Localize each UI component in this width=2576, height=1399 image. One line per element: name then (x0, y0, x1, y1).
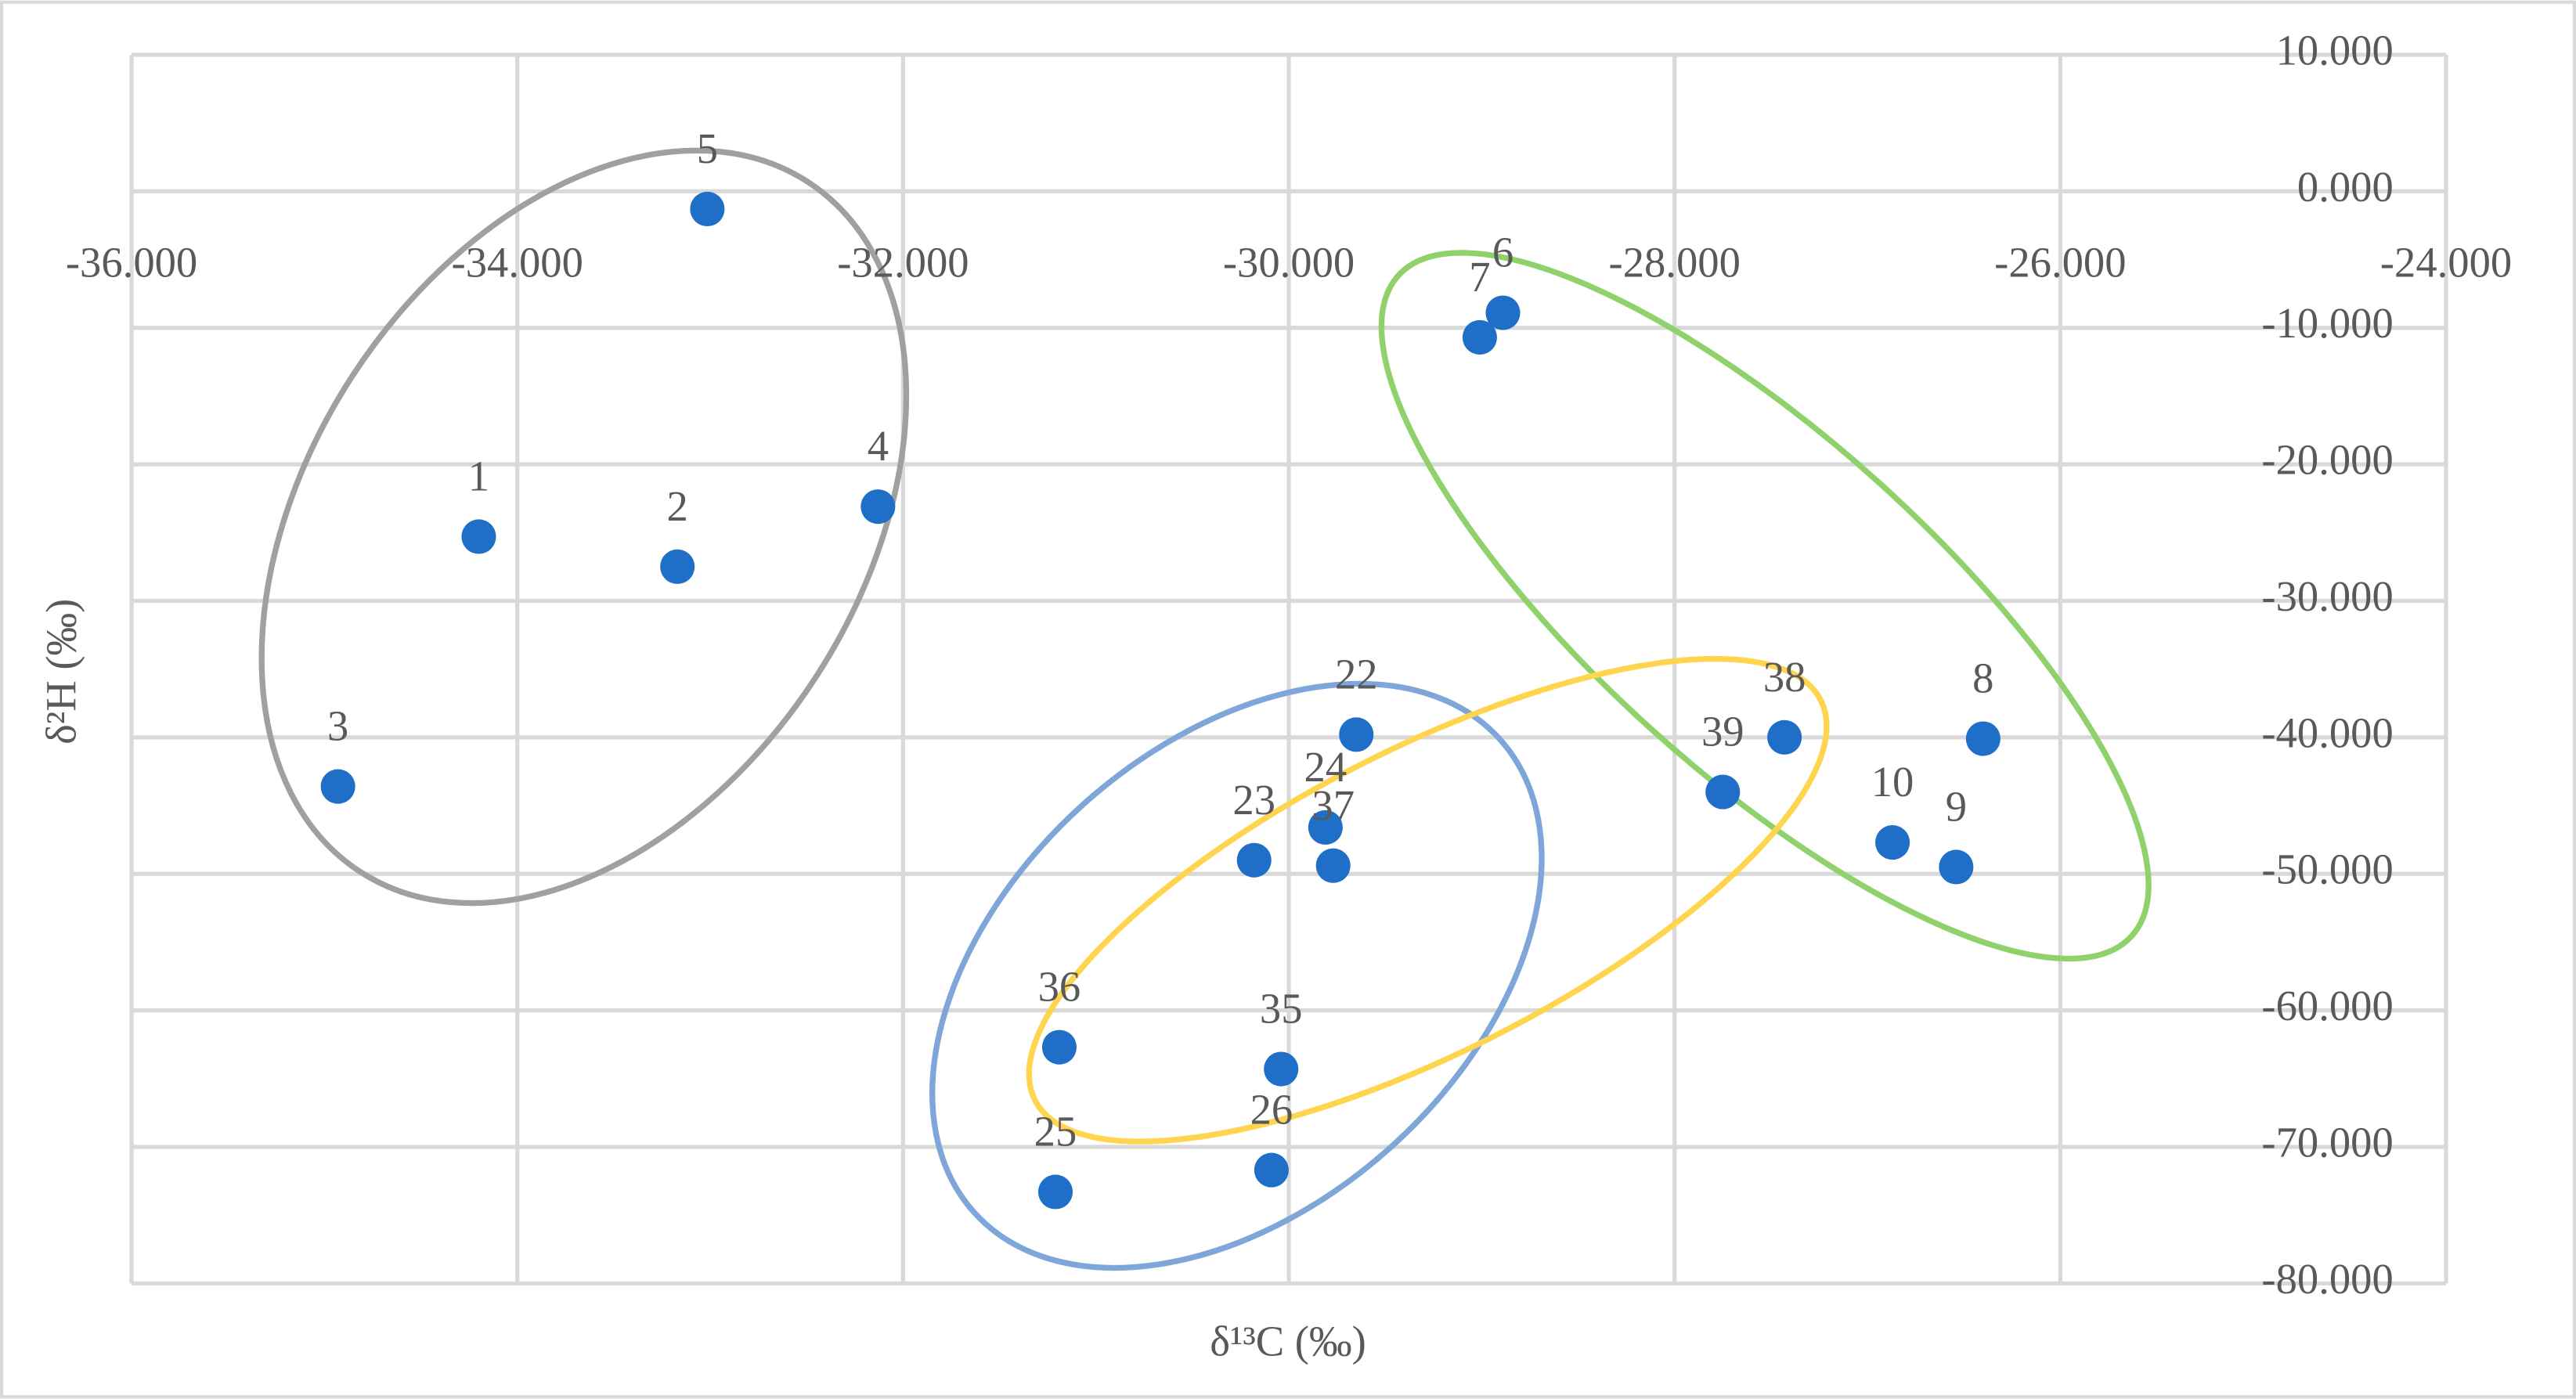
point (1485, 295, 1521, 330)
point-label: 25 (1034, 1108, 1077, 1156)
point-label: 8 (1972, 654, 1993, 702)
point-label: 1 (468, 453, 489, 500)
x-tick-label: -28.000 (1609, 238, 1741, 286)
point-label: 3 (327, 702, 348, 750)
point-label: 35 (1260, 985, 1303, 1033)
y-tick-label: -20.000 (2261, 436, 2393, 484)
point (1236, 842, 1272, 878)
x-tick-label: -30.000 (1223, 238, 1355, 286)
y-tick-label: -50.000 (2261, 846, 2393, 893)
point (1875, 825, 1910, 860)
point-label: 38 (1763, 653, 1806, 701)
point-label: 2 (667, 482, 688, 530)
y-tick-label: -80.000 (2261, 1255, 2393, 1303)
point (461, 519, 496, 554)
point (1041, 1029, 1077, 1065)
x-axis-title: δ¹³C (‰) (1210, 1318, 1366, 1365)
point-label: 10 (1871, 758, 1914, 806)
point (1315, 848, 1351, 883)
group-ellipse (929, 680, 1545, 1271)
group-ellipse (1026, 655, 1830, 1145)
point-label: 26 (1250, 1086, 1293, 1134)
point (1939, 849, 1974, 885)
y-tick-label: -10.000 (2261, 299, 2393, 347)
point (1037, 1174, 1073, 1210)
point (690, 191, 725, 227)
y-tick-label: -40.000 (2261, 709, 2393, 756)
point-label: 22 (1335, 650, 1378, 698)
point-label: 7 (1469, 253, 1490, 301)
point (1462, 319, 1497, 355)
x-tick-label: -34.000 (452, 238, 583, 286)
point (1254, 1152, 1289, 1188)
point (1965, 721, 2001, 756)
y-axis-title: δ²H (‰) (38, 599, 85, 745)
y-tick-label: -60.000 (2261, 982, 2393, 1029)
x-tick-label: -26.000 (1994, 238, 2126, 286)
y-tick-label: 10.000 (2276, 26, 2394, 74)
point-label: 37 (1311, 781, 1355, 829)
x-tick-label: -24.000 (2380, 238, 2512, 286)
point-label: 6 (1492, 229, 1513, 276)
point-label: 5 (697, 124, 718, 172)
y-tick-label: -70.000 (2261, 1118, 2393, 1166)
point (1767, 719, 1802, 755)
point (1308, 809, 1343, 845)
point (660, 549, 695, 584)
point-label: 23 (1232, 776, 1275, 824)
point-label: 4 (868, 422, 889, 470)
point-label: 36 (1038, 963, 1081, 1011)
group-ellipse (1378, 250, 2152, 962)
y-tick-label: 0.000 (2297, 163, 2394, 211)
point (1264, 1051, 1299, 1087)
point-label: 24 (1304, 743, 1348, 791)
y-tick-label: -30.000 (2261, 572, 2393, 620)
x-tick-label: -32.000 (837, 238, 969, 286)
x-tick-label: -36.000 (66, 238, 197, 286)
point (860, 489, 896, 525)
point-label: 39 (1701, 708, 1744, 755)
point (1705, 774, 1741, 809)
point-label: 9 (1946, 783, 1967, 831)
group-ellipse (258, 147, 910, 907)
point (1339, 717, 1374, 752)
point (320, 769, 355, 804)
grid (129, 52, 2448, 1285)
